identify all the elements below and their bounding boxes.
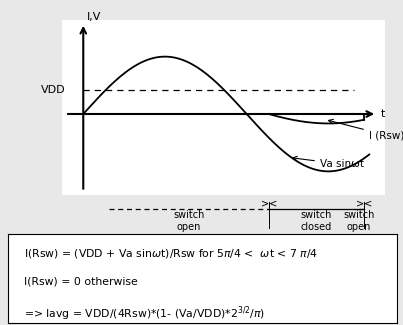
Text: I(Rsw) = (VDD + Va sin$\mathit{\omega}$t)/Rsw for 5$\pi$/4 <  $\omega$t < 7 $\pi: I(Rsw) = (VDD + Va sin$\mathit{\omega}$t… bbox=[24, 247, 318, 260]
Text: I,V: I,V bbox=[86, 11, 101, 21]
Text: VDD: VDD bbox=[40, 85, 65, 95]
Text: ><: >< bbox=[261, 198, 277, 208]
Text: switch
open: switch open bbox=[343, 210, 374, 232]
Text: I (Rsw): I (Rsw) bbox=[328, 119, 403, 140]
Text: switch
open: switch open bbox=[173, 210, 205, 232]
Text: => Iavg = VDD/(4Rsw)*(1- (Va/VDD)*2$^{3/2}$/$\pi$): => Iavg = VDD/(4Rsw)*(1- (Va/VDD)*2$^{3/… bbox=[24, 305, 264, 323]
Text: Va sinωt: Va sinωt bbox=[293, 156, 364, 169]
Text: ><: >< bbox=[356, 198, 372, 208]
Text: I(Rsw) = 0 otherwise: I(Rsw) = 0 otherwise bbox=[24, 276, 137, 286]
Text: switch
closed: switch closed bbox=[301, 210, 332, 232]
Text: t: t bbox=[381, 109, 385, 119]
